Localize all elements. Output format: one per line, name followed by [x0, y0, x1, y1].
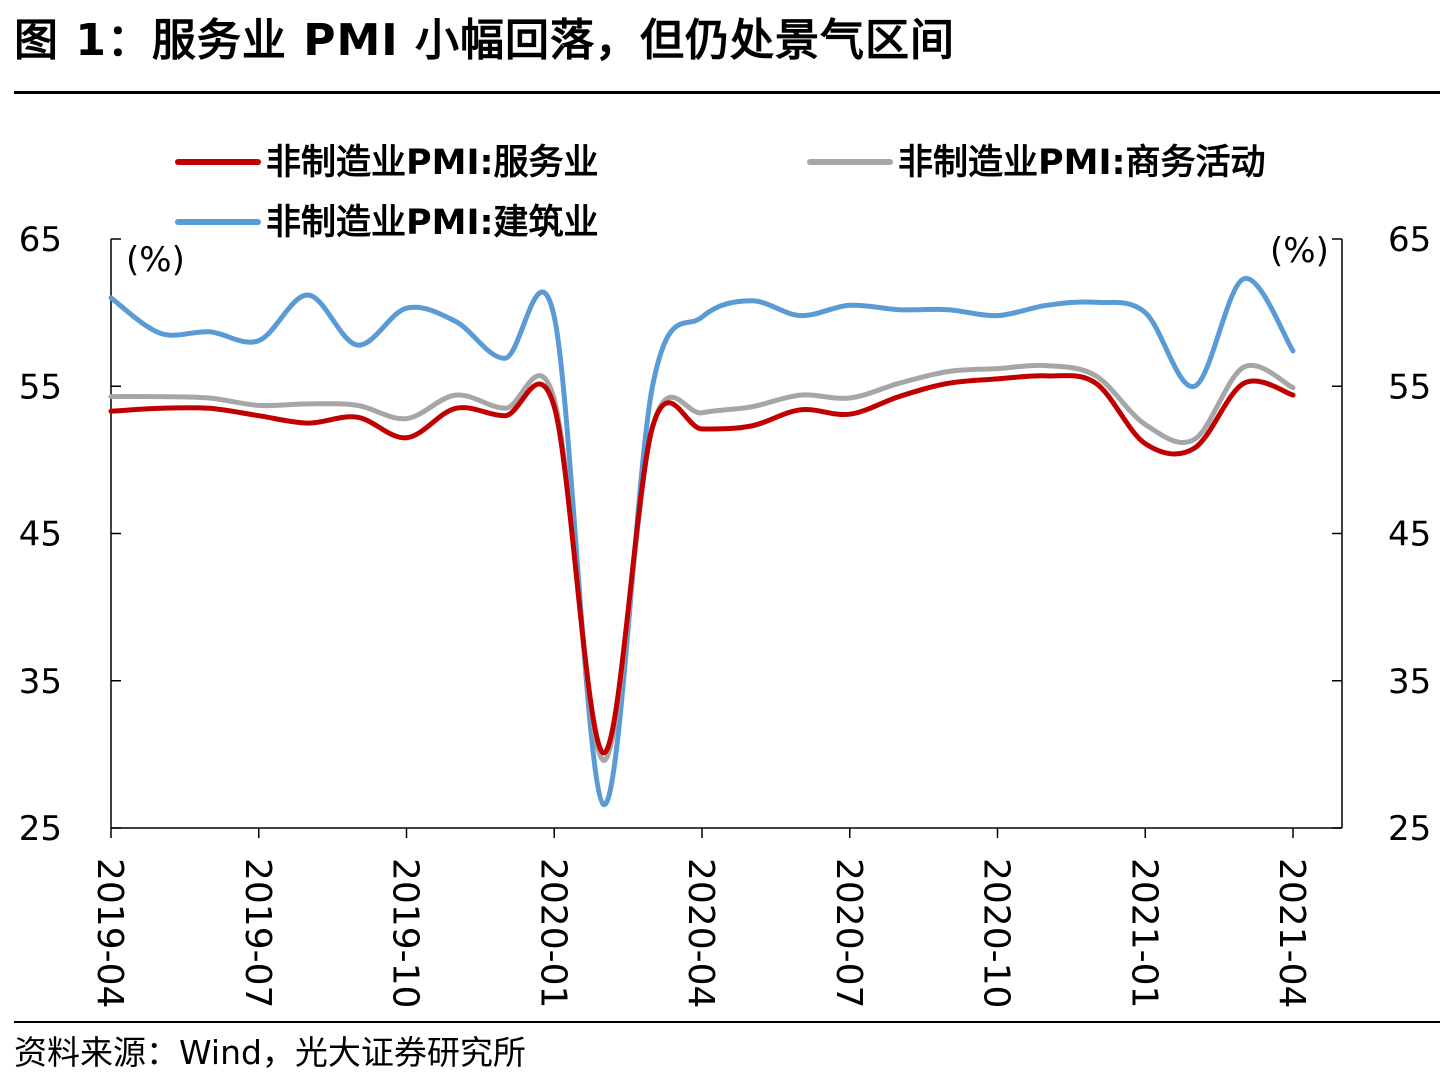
x-tick-label: 2020-01 — [532, 858, 573, 1008]
x-tick-label: 2021-01 — [1123, 858, 1164, 1008]
legend-item: 非制造业PMI:商务活动 — [807, 143, 1266, 183]
right-y-tick-label: 35 — [1388, 662, 1431, 702]
left-y-tick-label: 35 — [19, 662, 62, 702]
right-y-tick-label: 25 — [1388, 809, 1431, 849]
left-y-tick-label: 45 — [19, 515, 62, 555]
series-line — [108, 362, 1296, 763]
series-group — [108, 276, 1296, 807]
left-axis-unit: (%) — [126, 240, 185, 280]
legend-item: 非制造业PMI:服务业 — [175, 143, 599, 183]
left-y-tick-label: 55 — [19, 367, 62, 407]
x-tick-label: 2019-07 — [237, 858, 278, 1008]
right-axis-unit: (%) — [1270, 231, 1329, 271]
source-rule — [14, 1021, 1440, 1023]
legend-label: 非制造业PMI:服务业 — [266, 143, 599, 183]
legend-label: 非制造业PMI:建筑业 — [266, 203, 599, 243]
series-line — [108, 276, 1296, 807]
x-tick-label: 2020-04 — [680, 858, 721, 1008]
legend-label: 非制造业PMI:商务活动 — [898, 143, 1266, 183]
x-tick-label: 2021-04 — [1271, 858, 1312, 1008]
legend-item: 非制造业PMI:建筑业 — [175, 203, 599, 243]
axes: 25 25 35 35 45 45 55 55 65 65 2019-04 2019-07 2019-1… — [19, 220, 1432, 1008]
title-rule — [14, 91, 1440, 94]
right-y-tick-label: 45 — [1388, 515, 1431, 555]
left-y-tick-label: 25 — [19, 809, 62, 849]
source-note: 资料来源：Wind，光大证券研究所 — [14, 1033, 526, 1072]
right-y-tick-label: 55 — [1388, 367, 1431, 407]
right-y-tick-label: 65 — [1388, 220, 1431, 260]
x-tick-label: 2020-07 — [828, 858, 869, 1008]
x-tick-label: 2019-10 — [385, 858, 426, 1008]
x-tick-label: 2020-10 — [976, 858, 1017, 1008]
series-line — [108, 373, 1296, 756]
left-y-tick-label: 65 — [19, 220, 62, 260]
figure-title: 图 1：服务业 PMI 小幅回落，但仍处景气区间 — [14, 15, 955, 66]
x-tick-label: 2019-04 — [89, 858, 130, 1008]
